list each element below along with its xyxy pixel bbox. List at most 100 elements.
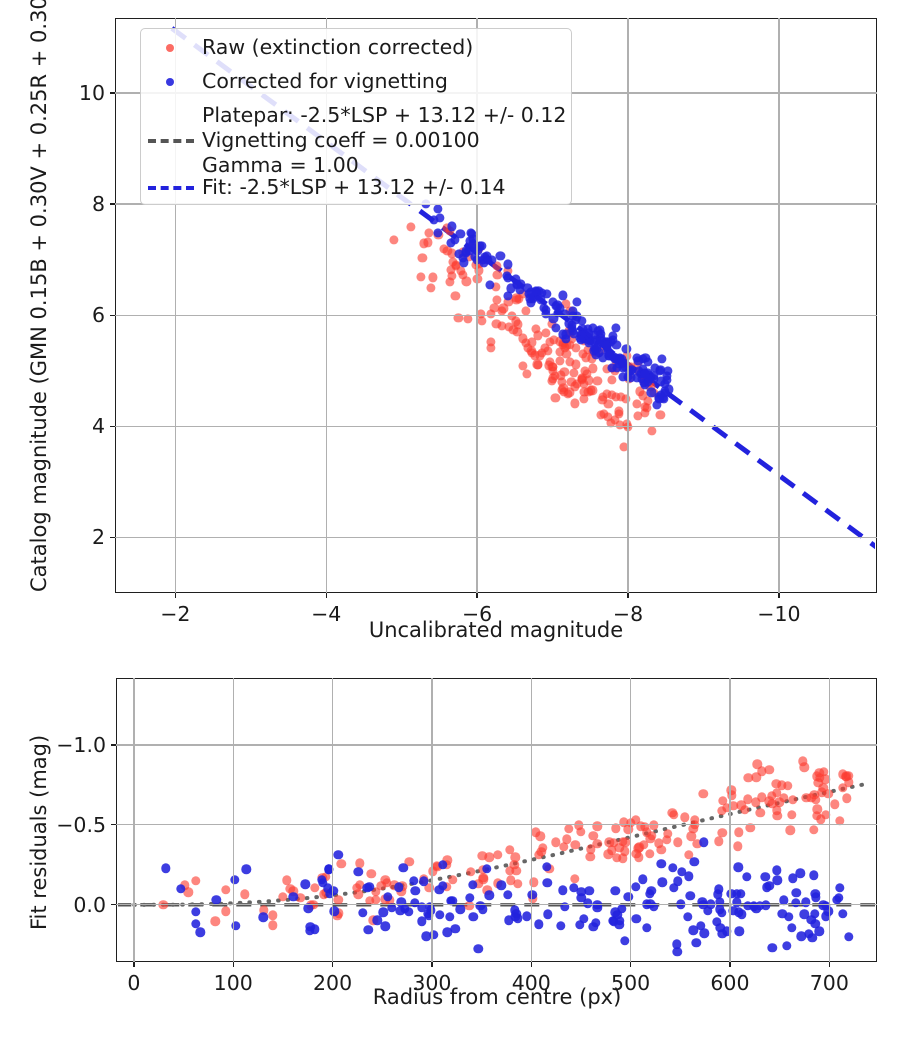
data-point-corrected: [611, 353, 621, 364]
residual-point-raw: [772, 805, 782, 815]
residual-point-corrected: [734, 907, 744, 917]
data-point-corrected: [560, 309, 570, 319]
residual-point-corrected: [521, 911, 532, 922]
y-tick-label: 0.0: [73, 892, 106, 917]
data-point-corrected: [595, 325, 605, 335]
residual-point-corrected: [435, 909, 445, 920]
data-point-raw: [491, 282, 501, 292]
residual-point-corrected: [788, 873, 798, 883]
residual-point-raw: [333, 895, 344, 905]
residual-point-corrected: [728, 906, 738, 916]
residual-point-raw: [427, 866, 438, 877]
data-point-corrected: [515, 285, 525, 295]
data-point-raw: [533, 330, 543, 340]
residual-point-corrected: [191, 918, 201, 929]
residual-point-raw: [829, 799, 840, 809]
data-point-raw: [602, 388, 612, 399]
gridline-vertical: [174, 18, 176, 593]
data-point-corrected: [576, 330, 586, 340]
gridline-horizontal: [115, 425, 877, 427]
residual-point-corrected: [736, 889, 746, 899]
residual-point-raw: [620, 837, 631, 848]
residual-point-corrected: [304, 926, 315, 936]
residual-point-corrected: [372, 915, 383, 926]
residual-point-raw: [281, 875, 292, 885]
data-point-raw: [603, 399, 613, 409]
residual-point-raw: [509, 860, 519, 870]
residual-point-corrected: [417, 902, 427, 913]
data-point-raw: [486, 343, 496, 353]
axis-label-y-bottom: Fit residuals (mag): [27, 734, 51, 930]
data-point-corrected: [568, 306, 578, 316]
residual-point-raw: [354, 858, 365, 868]
residual-point-raw: [534, 850, 544, 860]
residual-point-raw: [680, 812, 690, 823]
residual-point-raw: [656, 845, 666, 855]
residual-point-corrected: [684, 871, 694, 882]
data-point-corrected: [598, 352, 608, 362]
x-tick: [325, 593, 327, 598]
residual-point-corrected: [791, 888, 801, 898]
residual-point-corrected: [801, 897, 811, 908]
data-point-raw: [503, 297, 514, 307]
data-point-raw: [557, 377, 567, 387]
residual-point-corrected: [672, 947, 682, 957]
gridline-vertical: [232, 678, 234, 962]
x-tick-label: −10: [757, 602, 801, 626]
data-point-raw: [559, 367, 569, 377]
residual-point-raw: [424, 882, 435, 893]
data-point-raw: [550, 393, 561, 403]
residual-point-raw: [663, 829, 673, 839]
residual-point-raw: [654, 838, 664, 848]
residual-point-raw: [818, 782, 829, 793]
residual-point-corrected: [409, 897, 420, 908]
data-point-raw: [619, 442, 629, 452]
data-point-corrected: [659, 394, 669, 404]
residual-point-raw: [714, 836, 724, 846]
data-point-raw: [419, 238, 429, 249]
residual-point-raw: [432, 861, 442, 872]
data-point-corrected: [571, 315, 581, 325]
residual-point-corrected: [832, 894, 842, 905]
residual-point-raw: [310, 882, 320, 893]
data-point-corrected: [577, 316, 587, 326]
data-point-corrected: [584, 338, 594, 348]
gridline-vertical: [627, 18, 629, 593]
data-point-corrected: [577, 324, 588, 334]
residual-point-corrected: [631, 882, 641, 892]
data-point-raw: [579, 393, 589, 404]
data-point-raw: [587, 385, 597, 396]
residual-point-corrected: [767, 943, 778, 953]
data-point-raw: [602, 364, 612, 374]
residual-point-corrected: [575, 920, 585, 930]
residual-point-raw: [614, 842, 624, 853]
data-point-raw: [527, 337, 537, 347]
legend-marker-dot: [166, 43, 174, 52]
residual-point-raw: [220, 906, 231, 916]
data-point-corrected: [484, 280, 495, 290]
data-point-corrected: [475, 241, 485, 252]
data-point-corrected: [587, 323, 598, 333]
residual-point-corrected: [637, 874, 648, 884]
residual-point-corrected: [503, 890, 513, 900]
residual-point-raw: [751, 772, 761, 782]
data-point-corrected: [596, 336, 607, 346]
residual-point-raw: [745, 822, 756, 833]
data-point-corrected: [643, 357, 653, 367]
data-point-corrected: [590, 330, 600, 340]
residual-point-raw: [482, 885, 492, 895]
residual-point-corrected: [510, 905, 520, 915]
data-point-corrected: [502, 270, 512, 281]
residual-point-corrected: [610, 886, 620, 896]
x-tick-label: 100: [213, 971, 253, 995]
residual-point-corrected: [241, 864, 251, 875]
data-point-raw: [633, 411, 643, 421]
residual-point-corrected: [364, 882, 374, 892]
residual-point-raw: [619, 846, 630, 856]
residual-point-raw: [667, 808, 678, 818]
residual-point-raw: [366, 869, 377, 879]
residual-point-corrected: [543, 909, 553, 920]
residual-point-raw: [816, 787, 827, 797]
gridline-vertical: [530, 678, 532, 962]
residual-point-corrected: [814, 926, 824, 936]
